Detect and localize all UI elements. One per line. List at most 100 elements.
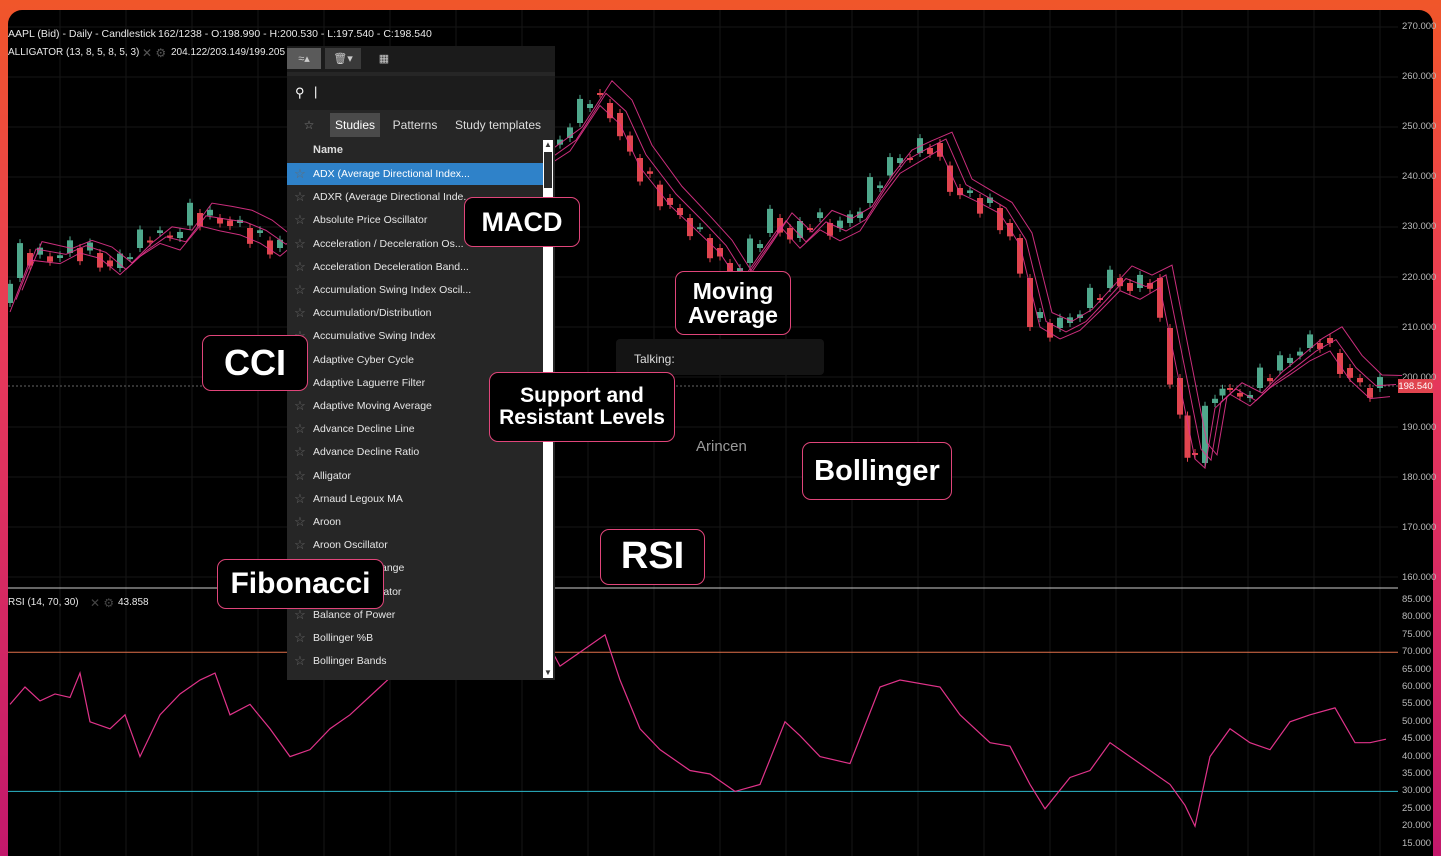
study-item-label: Balance of Power xyxy=(313,608,396,621)
study-item-label: Advance Decline Ratio xyxy=(313,446,420,459)
star-icon[interactable]: ☆ xyxy=(294,421,306,437)
star-icon[interactable]: ☆ xyxy=(294,514,306,529)
star-icon[interactable]: ☆ xyxy=(294,189,306,205)
layout-icon: ▦ xyxy=(378,53,390,65)
close-study-icon[interactable]: ✕ ⚙ xyxy=(142,46,167,60)
star-icon[interactable]: ☆ xyxy=(294,606,306,622)
tab-studies[interactable]: Studies xyxy=(330,113,380,137)
drawing-tools-icon: ≈▴ xyxy=(298,53,310,65)
study-item[interactable]: ☆Accumulative Swing Index xyxy=(287,325,543,347)
candle-body xyxy=(1127,283,1133,291)
candle-body xyxy=(157,230,163,233)
scroll-thumb[interactable] xyxy=(544,152,552,188)
layout-button[interactable]: ▦ xyxy=(373,48,395,69)
candle-body xyxy=(1097,298,1103,300)
talking-box[interactable]: Talking: xyxy=(616,339,824,375)
candle-body xyxy=(1357,378,1363,383)
candle-body xyxy=(8,283,13,303)
candle-body xyxy=(1287,357,1293,363)
star-icon[interactable]: ☆ xyxy=(294,212,306,228)
star-icon[interactable]: ☆ xyxy=(294,305,306,321)
scroll-up-icon[interactable]: ▲ xyxy=(544,140,552,149)
candle-body xyxy=(17,243,23,278)
star-icon[interactable]: ☆ xyxy=(294,490,306,506)
candle-body xyxy=(247,228,253,244)
star-icon[interactable]: ☆ xyxy=(294,282,306,297)
candle-body xyxy=(717,248,723,257)
star-icon[interactable]: ☆ xyxy=(294,258,306,274)
candle-body xyxy=(1167,328,1173,385)
study-item[interactable]: ☆Adaptive Cyber Cycle xyxy=(287,349,543,371)
study-item[interactable]: ☆ Aroon Oscillator xyxy=(287,534,543,556)
study-item[interactable]: ☆ Balance of Power xyxy=(287,604,543,626)
star-icon[interactable]: ☆ xyxy=(294,166,306,181)
study-item[interactable]: ☆ Adaptive Moving Average xyxy=(287,395,543,417)
study-item[interactable]: ☆ Bollinger Bands xyxy=(287,650,543,672)
study-item[interactable]: ☆ Acceleration Deceleration Band... xyxy=(287,256,543,278)
study-item[interactable]: ☆ ADXR (Average Directional Inde... xyxy=(287,186,543,208)
star-icon[interactable]: ☆ xyxy=(294,653,306,669)
candle-body xyxy=(147,240,153,243)
study-item[interactable]: ☆ Aroon xyxy=(287,511,543,533)
scroll-down-icon[interactable]: ▼ xyxy=(544,668,552,677)
search-input[interactable]: | xyxy=(314,84,318,99)
rsi-axis-label: 55.000 xyxy=(1402,698,1432,710)
study-item[interactable]: ☆ Absolute Price Oscillator xyxy=(287,209,543,231)
study-item-label: Advance Decline Line xyxy=(313,423,415,436)
study-item[interactable]: ☆ ADX (Average Directional Index... xyxy=(287,163,543,185)
study-item[interactable]: ☆ Accumulation Swing Index Oscil... xyxy=(287,279,543,301)
label-support-line1: Support and xyxy=(520,383,644,407)
chart-canvas[interactable] xyxy=(8,10,1433,856)
candle-body xyxy=(1107,269,1113,288)
candle-body xyxy=(97,253,103,268)
study-item[interactable]: ☆ Advance Decline Line xyxy=(287,418,543,440)
candle-body xyxy=(577,98,583,123)
candle-body xyxy=(887,157,893,176)
chart-window xyxy=(8,10,1433,856)
study-item-label: Bollinger %B xyxy=(313,632,374,644)
candle-body xyxy=(637,158,643,182)
price-axis-label: 220.000 xyxy=(1402,271,1437,283)
candle-body xyxy=(1227,388,1233,390)
star-icon[interactable]: ☆ xyxy=(294,398,306,413)
candle-body xyxy=(967,190,973,193)
star-icon[interactable]: ☆ xyxy=(294,537,306,553)
study-search[interactable]: ⚲ | xyxy=(287,76,555,110)
rsi-settings-icon[interactable]: ✕ ⚙ xyxy=(90,596,115,610)
study-item-label: Adaptive Laguerre Filter xyxy=(313,376,426,389)
chart-title: AAPL (Bid) - Daily - Candlestick xyxy=(8,28,156,40)
star-icon[interactable]: ☆ xyxy=(294,630,306,645)
star-icon[interactable]: ☆ xyxy=(294,467,306,483)
study-item[interactable]: ☆ Advance Decline Ratio xyxy=(287,441,543,463)
candle-body xyxy=(1047,323,1053,338)
star-icon[interactable]: ☆ xyxy=(294,235,306,251)
candle-body xyxy=(1317,343,1323,349)
tab-study-templates[interactable]: Study templates xyxy=(454,118,542,132)
ohlc-readout: 162/1238 - O:198.990 - H:200.530 - L:197… xyxy=(158,28,432,40)
rsi-line xyxy=(9,602,1387,829)
candle-body xyxy=(37,247,43,255)
candle-body xyxy=(707,238,713,259)
study-item[interactable]: ☆ Accumulation/Distribution xyxy=(287,302,543,324)
rsi-value: 43.858 xyxy=(118,597,149,608)
tab-patterns[interactable]: Patterns xyxy=(392,118,438,132)
label-support-line2: Resistant Levels xyxy=(499,406,665,429)
study-item[interactable]: ☆ Arnaud Legoux MA xyxy=(287,488,543,510)
candle-body xyxy=(837,220,843,228)
candle-body xyxy=(897,158,903,163)
candle-body xyxy=(927,148,933,154)
candle-body xyxy=(227,220,233,227)
candle-body xyxy=(977,198,983,214)
rsi-axis-label: 20.000 xyxy=(1402,820,1432,832)
candle-body xyxy=(1219,388,1226,396)
study-item[interactable]: ☆ Bollinger %B xyxy=(287,627,543,649)
star-icon[interactable]: ☆ xyxy=(294,444,306,460)
study-item-label: Accumulative Swing Index xyxy=(313,330,436,343)
drawing-tools-button[interactable]: ≈▴ xyxy=(287,48,321,69)
favorites-star-icon[interactable]: ☆ xyxy=(303,118,315,132)
trash-button[interactable]: 🗑▾ xyxy=(325,48,361,69)
price-axis-label: 200.000 xyxy=(1402,371,1437,383)
candle-body xyxy=(1184,415,1191,458)
study-item[interactable]: ☆ Alligator xyxy=(287,465,543,487)
study-item[interactable]: ☆ Acceleration / Deceleration Os... xyxy=(287,233,543,255)
